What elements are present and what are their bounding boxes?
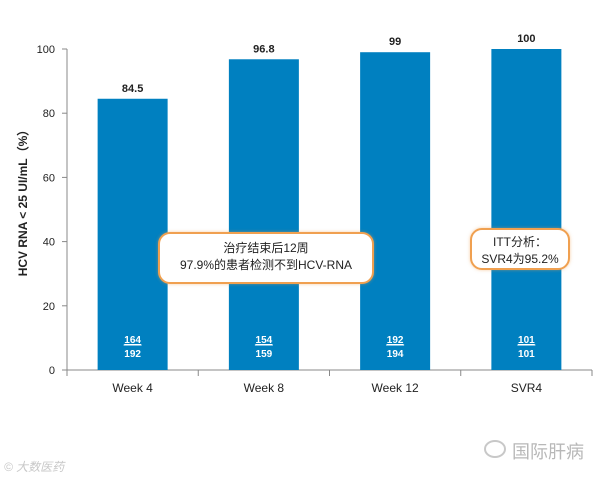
x-category-label: Week 12 (372, 381, 419, 395)
callout-main-line1: 治疗结束后12周 (223, 241, 309, 255)
y-tick-label: 60 (43, 172, 55, 184)
x-category-label: Week 4 (112, 381, 153, 395)
chart-bars: 84.5 164 192 96.8 154 159 99 192 194 100 101 101 (97, 33, 562, 371)
y-tick-label: 40 (43, 237, 55, 249)
watermark-chat-icon (484, 440, 506, 458)
bar (97, 98, 168, 370)
bar-denominator-label: 192 (124, 349, 141, 360)
bar-denominator-label: 194 (387, 349, 404, 360)
y-axis-label: HCV RNA < 25 UI/mL（%） (15, 124, 30, 277)
bar-denominator-label: 101 (518, 349, 535, 360)
bar-numerator-label: 164 (124, 335, 141, 346)
callout-itt-analysis: ITT分析： SVR4为95.2% (470, 228, 570, 270)
x-category-label: Week 8 (244, 381, 285, 395)
bar (228, 59, 299, 370)
y-tick-label: 80 (43, 108, 55, 120)
watermark-right: 国际肝病 (512, 442, 584, 462)
y-tick-label: 100 (37, 44, 55, 56)
bar-value-label: 84.5 (122, 83, 143, 95)
bar-numerator-label: 101 (518, 335, 535, 346)
callout-main-line2: 97.9%的患者检测不到HCV-RNA (179, 258, 353, 272)
callout-end-of-treatment: 治疗结束后12周 97.9%的患者检测不到HCV-RNA (158, 232, 374, 284)
watermark-left: © 大数医药 (4, 460, 65, 474)
x-category-label: SVR4 (511, 381, 543, 395)
callout-itt-line2: SVR4为95.2% (481, 252, 559, 266)
bar-value-label: 99 (389, 36, 401, 48)
bar (491, 49, 562, 370)
callout-itt-line1: ITT分析： (493, 235, 547, 249)
bar-value-label: 100 (517, 33, 535, 45)
bar-numerator-label: 154 (256, 335, 273, 346)
chart-axes: 0 20 40 60 80 100 Week 4 Week 8 Week 12 SVR4 (37, 44, 593, 395)
y-tick-label: 20 (43, 301, 55, 313)
bar-denominator-label: 159 (256, 349, 273, 360)
bar-numerator-label: 192 (387, 335, 404, 346)
bar (360, 52, 431, 371)
bar-value-label: 96.8 (253, 43, 274, 55)
y-tick-label: 0 (49, 365, 55, 377)
